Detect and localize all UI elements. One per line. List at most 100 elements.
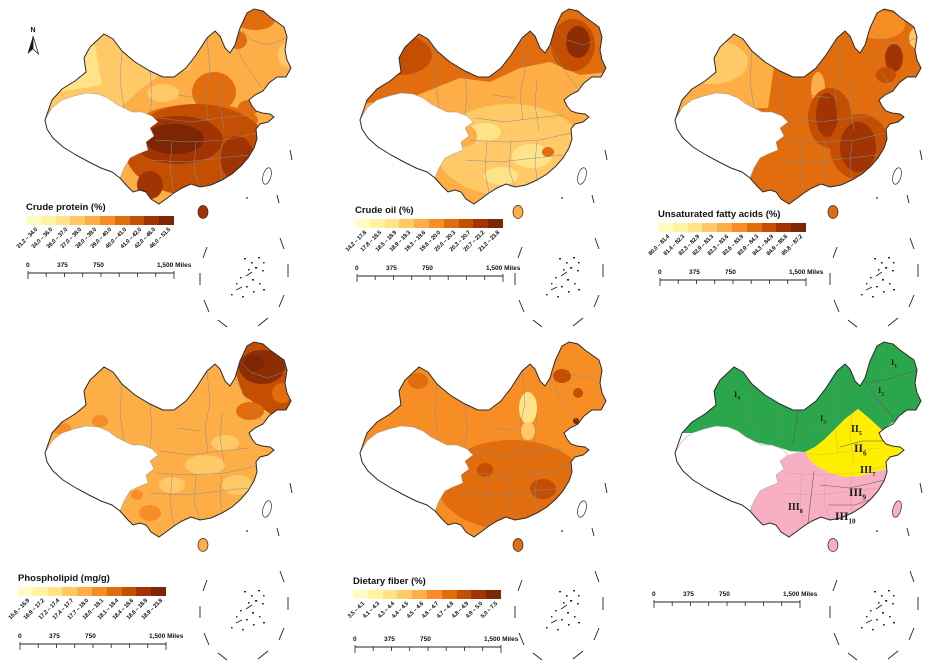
ramp-swatch — [353, 590, 368, 599]
ramp-swatch — [367, 590, 383, 599]
ramp-swatch — [731, 223, 747, 232]
taiwan-island — [577, 500, 587, 518]
hainan-island — [512, 538, 524, 552]
ramp-swatch — [144, 216, 160, 225]
scale-750: 750 — [719, 591, 730, 598]
taiwan-island — [892, 500, 902, 518]
ramp-swatch — [18, 587, 33, 596]
scale-bar: 0 375 750 1,500 Miles — [658, 269, 848, 287]
class-label: 85.8 – 87.2 — [781, 234, 805, 258]
legend-title: Phospholipid (mg/g) — [18, 573, 110, 584]
ramp-swatch — [382, 590, 398, 599]
class-labels: 15.6 – 16.9 16.9 – 17.2 17.2 – 17.4 17.4 – … — [8, 597, 166, 631]
scale-0: 0 — [658, 269, 662, 276]
ramp-swatch — [32, 587, 48, 596]
region-label-III10: III10 — [835, 511, 856, 526]
legend-title: Unsaturated fatty acids (%) — [658, 209, 781, 220]
color-ramp — [355, 219, 503, 228]
ramp-swatch — [399, 219, 415, 228]
scale-0: 0 — [18, 633, 22, 640]
ramp-swatch — [106, 587, 122, 596]
china-map-crude-protein: N — [27, 8, 293, 328]
ramp-swatch — [384, 219, 400, 228]
hainan-island — [197, 538, 209, 552]
hainan-island — [827, 538, 839, 552]
ramp-swatch — [91, 587, 107, 596]
ramp-swatch — [55, 216, 71, 225]
class-label: 18.9 – 23.8 — [141, 598, 165, 622]
ramp-swatch — [412, 590, 427, 599]
scale-750: 750 — [420, 636, 431, 643]
ramp-swatch — [129, 216, 145, 225]
ramp-swatch — [151, 587, 166, 596]
china-map-unsaturated-fatty-acids — [674, 8, 923, 328]
scale-bar: 0 375 750 1,500 Miles — [26, 262, 216, 280]
ramp-swatch — [456, 590, 472, 599]
ramp-swatch — [85, 216, 100, 225]
scale-750: 750 — [422, 265, 433, 272]
scale-375: 375 — [57, 262, 68, 269]
ramp-swatch — [26, 216, 41, 225]
ramp-swatch — [77, 587, 92, 596]
ramp-swatch — [355, 219, 370, 228]
ramp-swatch — [443, 219, 459, 228]
ramp-swatch — [471, 590, 487, 599]
ramp-swatch — [776, 223, 792, 232]
region-label-I4: I4 — [734, 389, 740, 402]
legend-title: Dietary fiber (%) — [353, 576, 426, 587]
legend-phospholipid: Phospholipid (mg/g) 15.6 – 16.9 16.9 – 17… — [8, 573, 208, 651]
region-label-I3: I3 — [820, 413, 826, 426]
ramp-swatch — [473, 219, 489, 228]
ramp-swatch — [369, 219, 385, 228]
panel-phospholipid: Phospholipid (mg/g) 15.6 – 16.9 16.9 – 17… — [0, 333, 315, 666]
scale-bar: 0 375 750 1,500 Miles — [652, 591, 842, 609]
china-map-phospholipid — [44, 341, 293, 661]
legend-unsaturated-fatty-acids: Unsaturated fatty acids (%) 80.0 – 81.4 8… — [648, 209, 848, 287]
ramp-swatch — [761, 223, 777, 232]
hainan-island — [512, 205, 524, 219]
scale-bar: 0 375 750 1,500 Miles — [355, 265, 545, 283]
north-arrow: N — [27, 27, 40, 56]
ramp-swatch — [414, 219, 429, 228]
ramp-swatch — [426, 590, 442, 599]
region-label-III9: III9 — [849, 487, 866, 502]
scale-375: 375 — [49, 633, 60, 640]
region-label-III8: III8 — [788, 502, 803, 515]
ramp-swatch — [687, 223, 703, 232]
scale-1500: 1,500 Miles — [484, 636, 519, 643]
scale-1500: 1,500 Miles — [783, 591, 818, 598]
ramp-swatch — [658, 223, 673, 232]
ramp-swatch — [114, 216, 130, 225]
ramp-swatch — [121, 587, 137, 596]
legend-title: Crude protein (%) — [26, 202, 106, 213]
color-ramp — [353, 590, 501, 599]
hainan-island — [197, 205, 209, 219]
ramp-swatch — [702, 223, 718, 232]
panel-production-regions: I1 I2 I3 I4 II5 II6 III7 III8 III9 III10… — [630, 333, 945, 666]
class-label: 46.0 – 51.5 — [149, 227, 173, 251]
scale-375: 375 — [384, 636, 395, 643]
panel-dietary-fiber: Dietary fiber (%) 3.5 – 4.1 4.1 – 4.3 4.3 … — [315, 333, 630, 666]
china-map-production-regions — [674, 341, 923, 661]
ramp-swatch — [486, 590, 501, 599]
class-label: 5.0 – 7.5 — [480, 601, 500, 620]
class-labels: 3.5 – 4.1 4.1 – 4.3 4.3 – 4.4 4.4 – 4.5 4.5 … — [347, 600, 501, 634]
scale-0: 0 — [355, 265, 359, 272]
panel-crude-oil: Crude oil (%) 14.2 – 17.8 17.8 – 18.5 18.5… — [315, 0, 630, 333]
region-label-I1: I1 — [891, 357, 897, 370]
scale-0: 0 — [353, 636, 357, 643]
ramp-swatch — [488, 219, 503, 228]
taiwan-island — [577, 167, 587, 185]
scale-375: 375 — [683, 591, 694, 598]
ramp-swatch — [70, 216, 86, 225]
scale-750: 750 — [85, 633, 96, 640]
scale-375: 375 — [386, 265, 397, 272]
ramp-swatch — [428, 219, 444, 228]
scale-0: 0 — [652, 591, 656, 598]
scale-750: 750 — [725, 269, 736, 276]
legend-dietary-fiber: Dietary fiber (%) 3.5 – 4.1 4.1 – 4.3 4.3 … — [347, 576, 543, 654]
panel-crude-protein: N Crude protein (%) 31.2 – 34.0 34.0 – 36… — [0, 0, 315, 333]
taiwan-island — [262, 167, 272, 185]
scale-bar: 0 375 750 1,500 Miles — [18, 633, 208, 651]
